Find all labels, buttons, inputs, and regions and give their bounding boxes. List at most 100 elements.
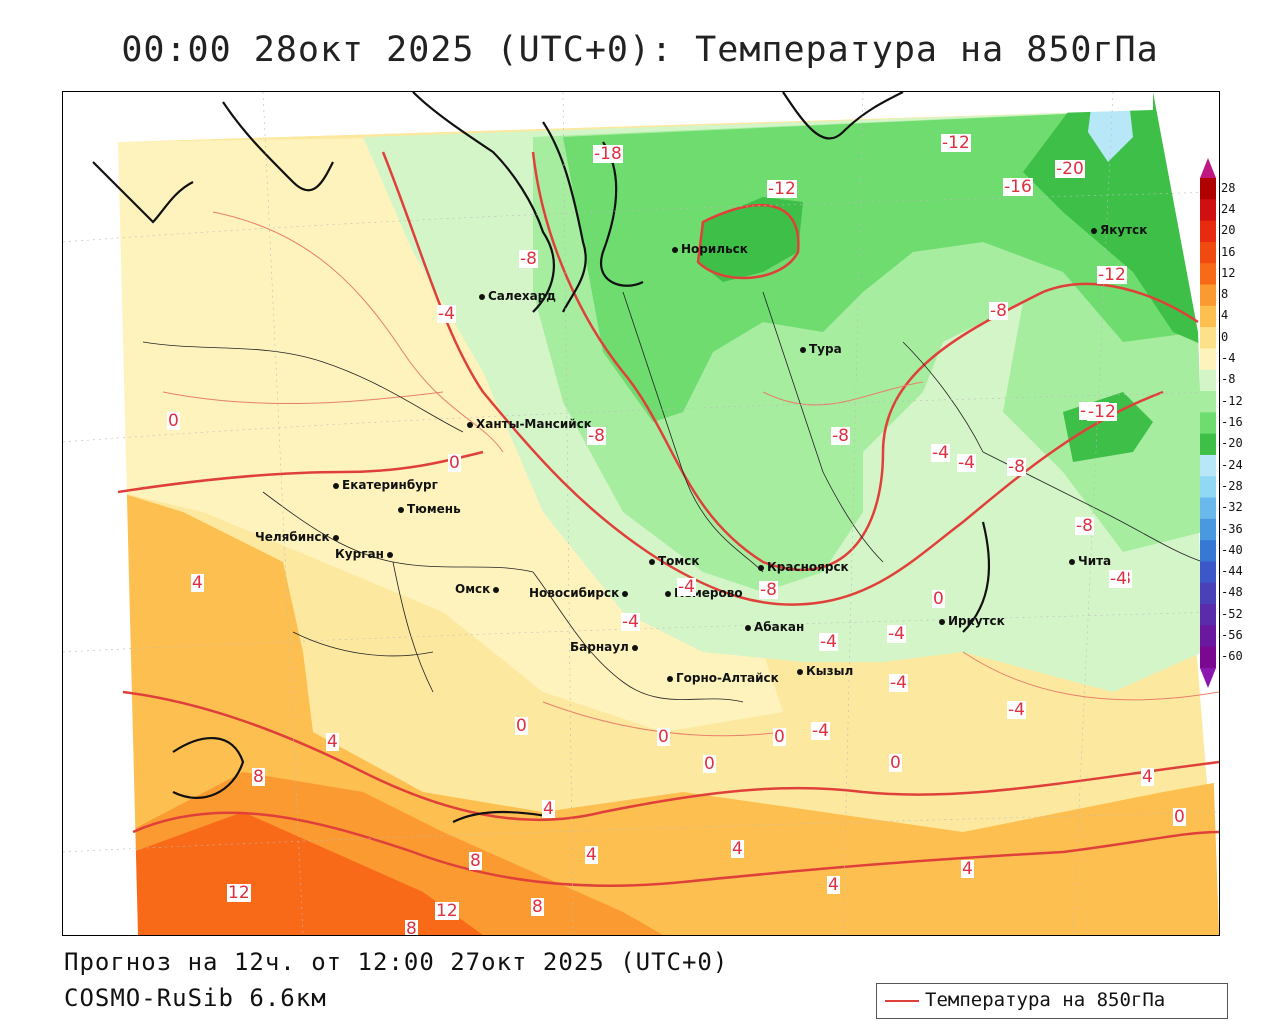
isotherm-label: -4 <box>621 612 640 632</box>
isotherm-label: 4 <box>731 839 744 859</box>
isotherm-label: -8 <box>1075 516 1094 536</box>
colorbar-swatch <box>1200 284 1216 307</box>
colorbar-tick-label: 0 <box>1221 329 1229 344</box>
model-info: COSMO-RuSib 6.6км <box>64 984 327 1012</box>
colorbar-tick-label: -20 <box>1221 436 1243 451</box>
city-irkutsk: Иркутск <box>939 614 1005 628</box>
colorbar-tick-label: -24 <box>1221 457 1243 472</box>
colorbar-tick-label: -48 <box>1221 585 1243 600</box>
isotherm-label: 4 <box>827 875 840 895</box>
colorbar-swatch <box>1200 476 1216 499</box>
isotherm-label: 4 <box>1141 767 1154 787</box>
isotherm-label: -8 <box>831 426 850 446</box>
outside-domain-north <box>118 92 1153 142</box>
colorbar-tick-label: 16 <box>1221 244 1236 259</box>
colorbar-tick-label: 24 <box>1221 201 1236 216</box>
isotherm-label: 4 <box>961 859 974 879</box>
colorbar-swatch <box>1200 604 1216 626</box>
isotherm-label: -4 <box>1109 569 1128 589</box>
isotherm-label: 12 <box>435 901 459 921</box>
colorbar-swatch <box>1200 327 1216 349</box>
isotherm-label: 4 <box>542 799 555 819</box>
isotherm-label: -4 <box>931 443 950 463</box>
city-novosibirsk: Новосибирск <box>529 586 631 600</box>
legend-line-swatch <box>885 1000 919 1002</box>
red-orange-zone <box>133 812 483 935</box>
colorbar-tick-label: -28 <box>1221 478 1243 493</box>
colorbar-tick-label: -4 <box>1221 351 1236 366</box>
colorbar-tick-label: 8 <box>1221 287 1229 302</box>
colorbar-swatch <box>1200 369 1216 392</box>
colorbar-swatch <box>1200 305 1216 328</box>
colorbar-tick-label: -32 <box>1221 500 1243 515</box>
map-canvas <box>63 92 1219 935</box>
temperature-map[interactable]: Салехард Норильск Якутск Тура Ханты-Манс… <box>62 91 1220 936</box>
isotherm-label: -4 <box>677 577 696 597</box>
colorbar <box>1200 158 1216 688</box>
colorbar-tick-label: -8 <box>1221 372 1236 387</box>
isotherm-label: 8 <box>469 851 482 871</box>
colorbar-swatches <box>1200 158 1216 688</box>
city-omsk: Омск <box>455 582 502 596</box>
city-chelyabinsk: Челябинск <box>255 530 342 544</box>
isotherm-label: 12 <box>227 883 251 903</box>
colorbar-swatch <box>1200 348 1216 371</box>
legend-label: Температура на 850гПа <box>925 989 1166 1011</box>
orange-zone-east <box>843 832 1219 935</box>
admin-boundaries <box>142 291 1204 703</box>
dark-green-north-patch <box>698 197 803 282</box>
isotherm-label: -20 <box>1055 159 1085 179</box>
colorbar-tick-label: -52 <box>1221 606 1243 621</box>
coastlines <box>92 92 991 823</box>
colorbar-swatch <box>1200 625 1216 648</box>
isotherm-label: -4 <box>437 304 456 324</box>
colorbar-tick-label: -40 <box>1221 542 1243 557</box>
isotherm-label: 8 <box>252 767 265 787</box>
isotherm-label: 4 <box>585 845 598 865</box>
isotherm-label: 0 <box>448 453 461 473</box>
colorbar-swatch <box>1200 220 1216 243</box>
isotherm-label: 0 <box>515 716 528 736</box>
city-kurgan: Курган <box>335 547 396 561</box>
isotherm-label: -18 <box>593 144 623 164</box>
isotherm-label: -12 <box>1097 265 1127 285</box>
isotherm-label: -8 <box>1007 457 1026 477</box>
colorbar-swatch <box>1200 540 1216 562</box>
isotherm-label: -8 <box>989 301 1008 321</box>
isotherm-label: 8 <box>405 919 418 936</box>
isotherm-label: 4 <box>326 732 339 752</box>
colorbar-tick-label: -56 <box>1221 628 1243 643</box>
legend: Температура на 850гПа <box>876 983 1228 1019</box>
isotherm-label: -16 <box>1003 177 1033 197</box>
city-tyumen: Тюмень <box>398 502 461 516</box>
isotherm-label: 0 <box>773 727 786 747</box>
city-tomsk: Томск <box>649 554 700 568</box>
isotherm-label: -8 <box>519 249 538 269</box>
map-title: 00:00 28окт 2025 (UTC+0): Температура на… <box>121 30 1159 70</box>
isotherm-label: 0 <box>889 753 902 773</box>
graticule <box>63 92 1219 935</box>
isotherm-label: 4 <box>191 573 204 593</box>
isotherm-label: -12 <box>1087 402 1117 422</box>
city-norilsk: Норильск <box>672 242 748 256</box>
isotherm-label: -4 <box>819 632 838 652</box>
isotherm-label: 0 <box>657 727 670 747</box>
isotherm-label: 0 <box>1173 807 1186 827</box>
isotherm-label: -4 <box>887 624 906 644</box>
city-gorno-altaysk: Горно-Алтайск <box>667 671 779 685</box>
colorbar-swatch <box>1200 178 1216 200</box>
colorbar-swatch <box>1200 561 1216 584</box>
colorbar-tick-label: 4 <box>1221 308 1229 323</box>
colorbar-swatch <box>1200 454 1216 477</box>
isotherm-label: -12 <box>767 179 797 199</box>
colorbar-swatch <box>1200 433 1216 456</box>
isotherm-label: 0 <box>932 589 945 609</box>
colorbar-swatch <box>1200 497 1216 520</box>
city-kyzyl: Кызыл <box>797 664 853 678</box>
colorbar-tick-label: -36 <box>1221 521 1243 536</box>
isotherm-label: 8 <box>531 897 544 917</box>
colorbar-swatch <box>1200 199 1216 222</box>
city-tura: Тура <box>800 342 842 356</box>
colorbar-tick-label: 12 <box>1221 265 1236 280</box>
isotherm-label: 0 <box>703 754 716 774</box>
